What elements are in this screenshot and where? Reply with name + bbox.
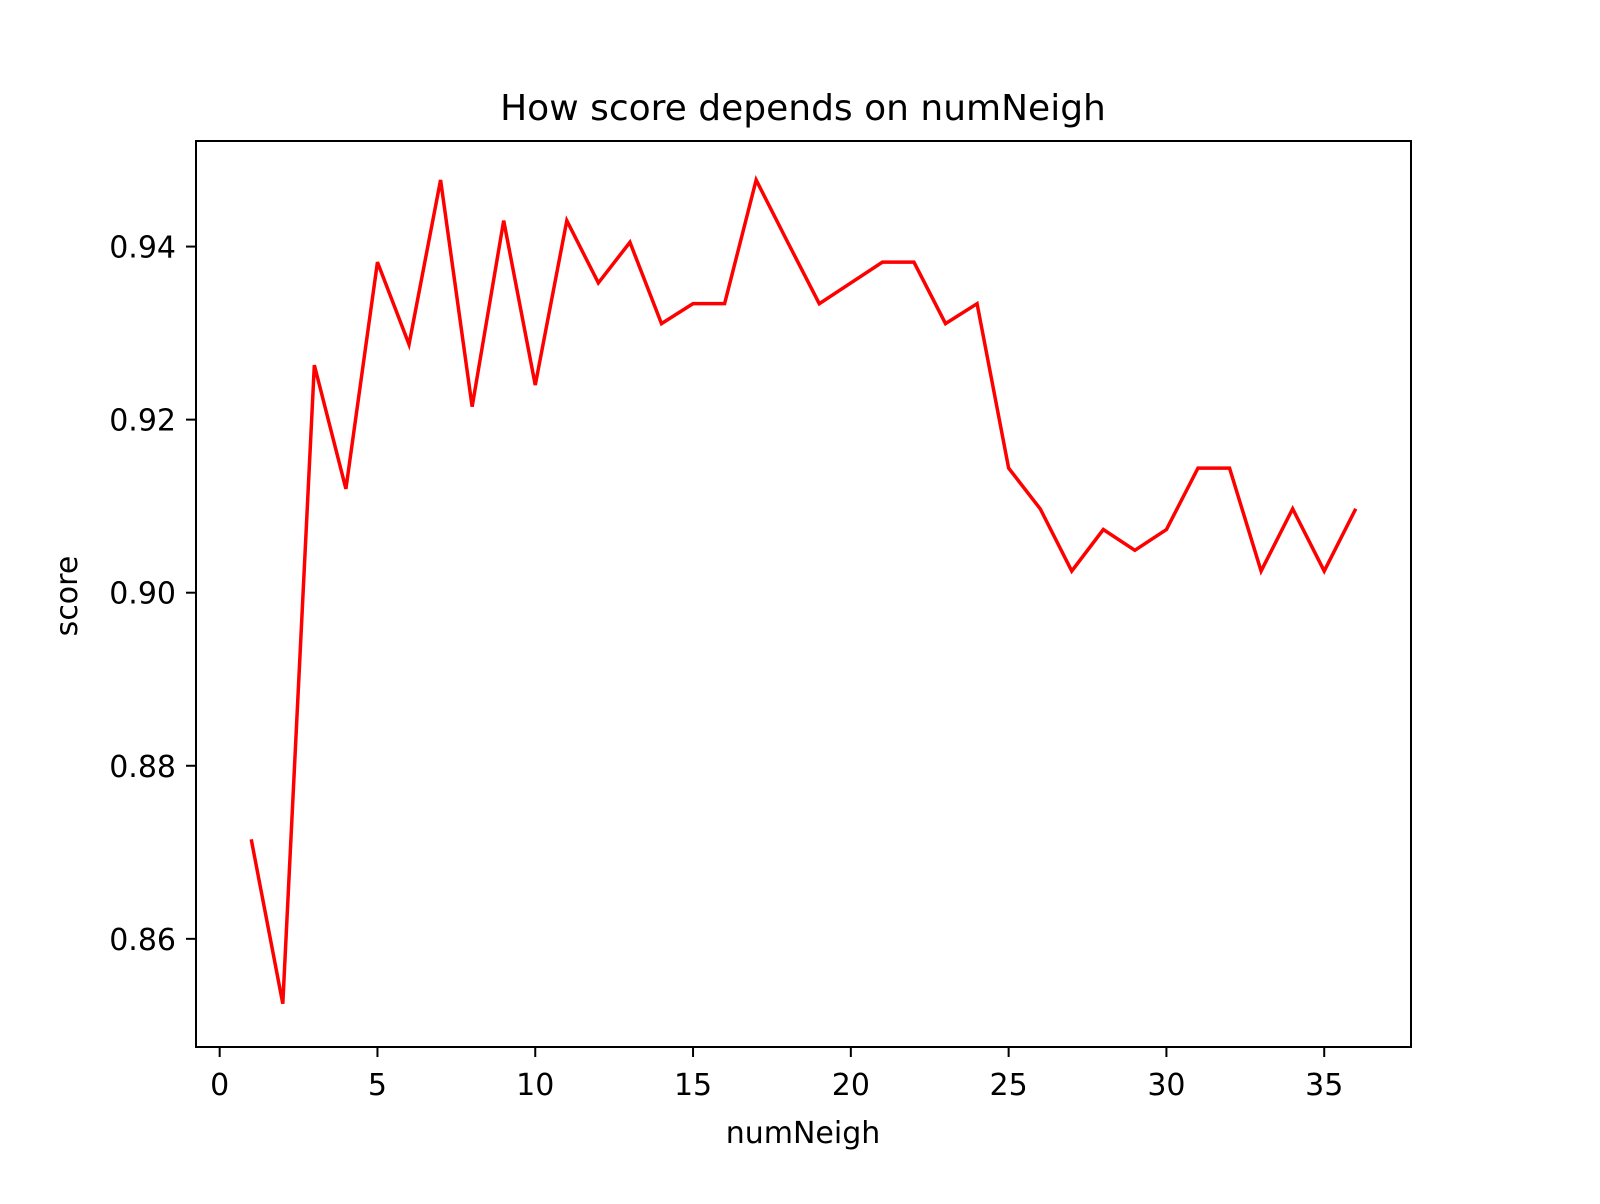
x-tick-label: 20	[832, 1068, 870, 1103]
x-tick-label: 15	[674, 1068, 712, 1103]
y-axis: 0.86 0.88 0.90 0.92 0.94	[109, 231, 196, 958]
y-tick-label: 0.94	[109, 231, 176, 266]
axes-frame	[195, 140, 1412, 1048]
x-tick-label: 10	[516, 1068, 554, 1103]
y-tick-label: 0.88	[109, 750, 176, 785]
x-tick-label: 0	[210, 1068, 229, 1103]
chart-title: How score depends on numNeigh	[500, 88, 1106, 129]
data-layer	[249, 174, 1358, 1005]
plot-area	[195, 140, 1412, 1048]
x-tick-label: 5	[368, 1068, 387, 1103]
x-tick-label: 30	[1147, 1068, 1185, 1103]
x-tick-label: 35	[1305, 1068, 1343, 1103]
y-tick-label: 0.90	[109, 577, 176, 612]
y-tick-label: 0.92	[109, 404, 176, 439]
y-axis-label: score	[50, 556, 85, 637]
series-line	[249, 174, 1358, 1005]
x-axis: 0 5 10 15 20 25 30 35	[210, 1047, 1343, 1103]
x-tick-label: 25	[990, 1068, 1028, 1103]
y-tick-label: 0.86	[109, 923, 176, 958]
x-axis-label: numNeigh	[726, 1116, 881, 1151]
